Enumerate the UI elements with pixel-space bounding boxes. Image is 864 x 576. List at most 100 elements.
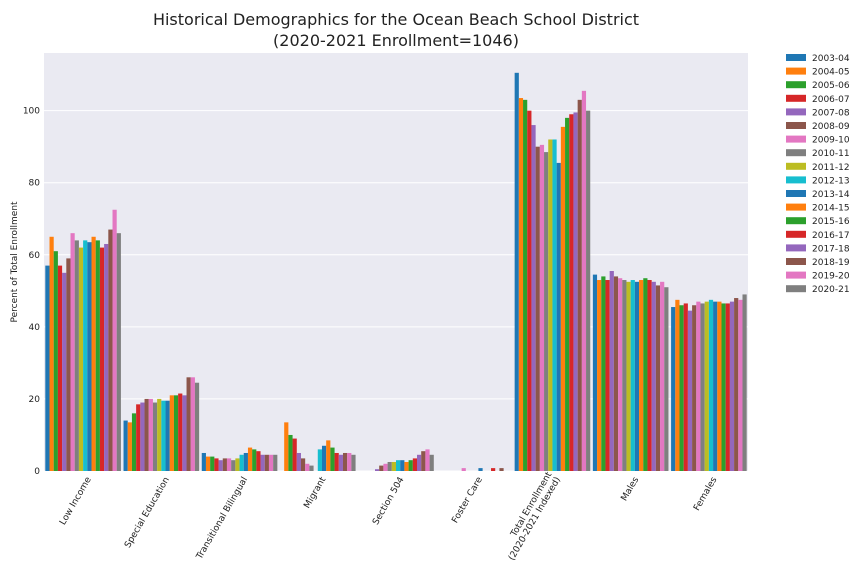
bar — [687, 310, 693, 471]
y-axis-label: Percent of Total Enrollment — [10, 201, 20, 323]
bar — [231, 460, 236, 471]
bar — [292, 438, 297, 471]
bar — [268, 454, 274, 471]
svg-text:Transitional Bilingual: Transitional Bilingual — [194, 476, 250, 563]
bar — [527, 110, 532, 471]
bar — [66, 258, 71, 471]
bar — [99, 247, 105, 471]
bar — [264, 454, 269, 471]
y-tick-label: 80 — [29, 179, 41, 189]
svg-text:Foster Care: Foster Care — [450, 475, 485, 525]
bar — [127, 422, 132, 471]
bar — [342, 452, 348, 471]
bar — [136, 404, 141, 471]
bar — [131, 413, 137, 471]
bar — [53, 251, 58, 471]
legend-label: 2010-11 — [812, 149, 850, 159]
x-tick-label-line: Foster Care — [450, 475, 485, 525]
bar — [396, 460, 401, 471]
legend-label: 2008-09 — [812, 122, 850, 132]
bar — [284, 422, 289, 471]
bar — [165, 400, 170, 471]
bar — [461, 468, 466, 471]
x-tick-label: Foster Care — [450, 475, 485, 525]
bar — [671, 307, 676, 471]
bar — [243, 452, 248, 471]
legend-label: 2015-16 — [812, 217, 850, 227]
bar — [725, 303, 730, 471]
bar — [157, 398, 162, 471]
bar — [618, 278, 623, 471]
bar — [387, 461, 392, 471]
bar — [425, 449, 430, 471]
legend-label: 2018-19 — [812, 258, 850, 268]
bar — [421, 451, 426, 471]
y-axis-ticks: 0 20 40 60 80 100 — [23, 107, 40, 477]
bar — [182, 395, 187, 471]
legend-swatch — [786, 244, 806, 252]
bar — [601, 276, 606, 471]
chart-title-line-2: (2020-2021 Enrollment=1046) — [273, 31, 519, 50]
x-tick-label-line: Males — [620, 475, 642, 503]
svg-text:Females: Females — [692, 475, 719, 513]
bar — [334, 452, 339, 471]
bar — [205, 456, 211, 471]
legend-label: 2006-07 — [812, 95, 850, 105]
legend-swatch — [786, 190, 806, 197]
legend-label: 2012-13 — [812, 176, 850, 186]
legend-swatch — [786, 149, 806, 157]
bar — [581, 90, 587, 471]
chart-title-line-1: Historical Demographics for the Ocean Be… — [153, 10, 639, 29]
bar — [148, 398, 153, 471]
bar — [478, 468, 483, 471]
legend-swatch — [786, 230, 806, 238]
legend-swatch — [786, 108, 806, 116]
bar — [721, 303, 726, 471]
bar — [429, 454, 434, 471]
bar — [647, 280, 652, 471]
svg-text:Special Education: Special Education — [123, 476, 172, 550]
legend-swatch — [786, 203, 806, 211]
bar — [556, 162, 561, 472]
bar — [518, 98, 524, 472]
bar — [613, 276, 619, 471]
x-tick-label: Males — [620, 475, 642, 503]
bar — [622, 280, 627, 471]
bar — [742, 294, 747, 471]
bar — [62, 272, 67, 471]
y-tick-label: 100 — [23, 107, 40, 117]
bar — [660, 281, 665, 471]
x-tick-label-line: Females — [692, 475, 719, 513]
x-tick-label-line: Section 504 — [371, 475, 407, 527]
x-tick-label: Low Income — [58, 475, 94, 527]
bar — [729, 301, 735, 471]
legend-label: 2017-18 — [812, 244, 850, 254]
bar — [569, 114, 574, 472]
bar — [222, 458, 227, 471]
bar — [408, 460, 413, 471]
bar — [383, 463, 388, 471]
bar — [375, 469, 380, 471]
legend-swatch — [786, 94, 806, 102]
bar — [643, 278, 648, 471]
legend-swatch — [786, 176, 806, 184]
legend-label: 2014-15 — [812, 204, 850, 214]
bar — [539, 144, 545, 471]
x-tick-label: Total Enrollment(2020-2021 Indexed) — [507, 470, 563, 562]
bar — [226, 458, 232, 471]
bar — [586, 110, 591, 471]
legend-swatch — [786, 162, 806, 170]
bar — [116, 233, 121, 471]
bar — [597, 280, 602, 471]
x-tick-label: Section 504 — [371, 475, 407, 527]
legend-label: 2004-05 — [812, 68, 850, 78]
bar — [351, 454, 356, 471]
bar — [321, 445, 327, 471]
bar — [704, 301, 709, 471]
bar — [104, 243, 109, 471]
legend-label: 2011-12 — [812, 163, 850, 173]
bar — [639, 280, 644, 471]
bar — [194, 382, 200, 471]
bar — [140, 402, 145, 471]
bar — [169, 395, 174, 471]
